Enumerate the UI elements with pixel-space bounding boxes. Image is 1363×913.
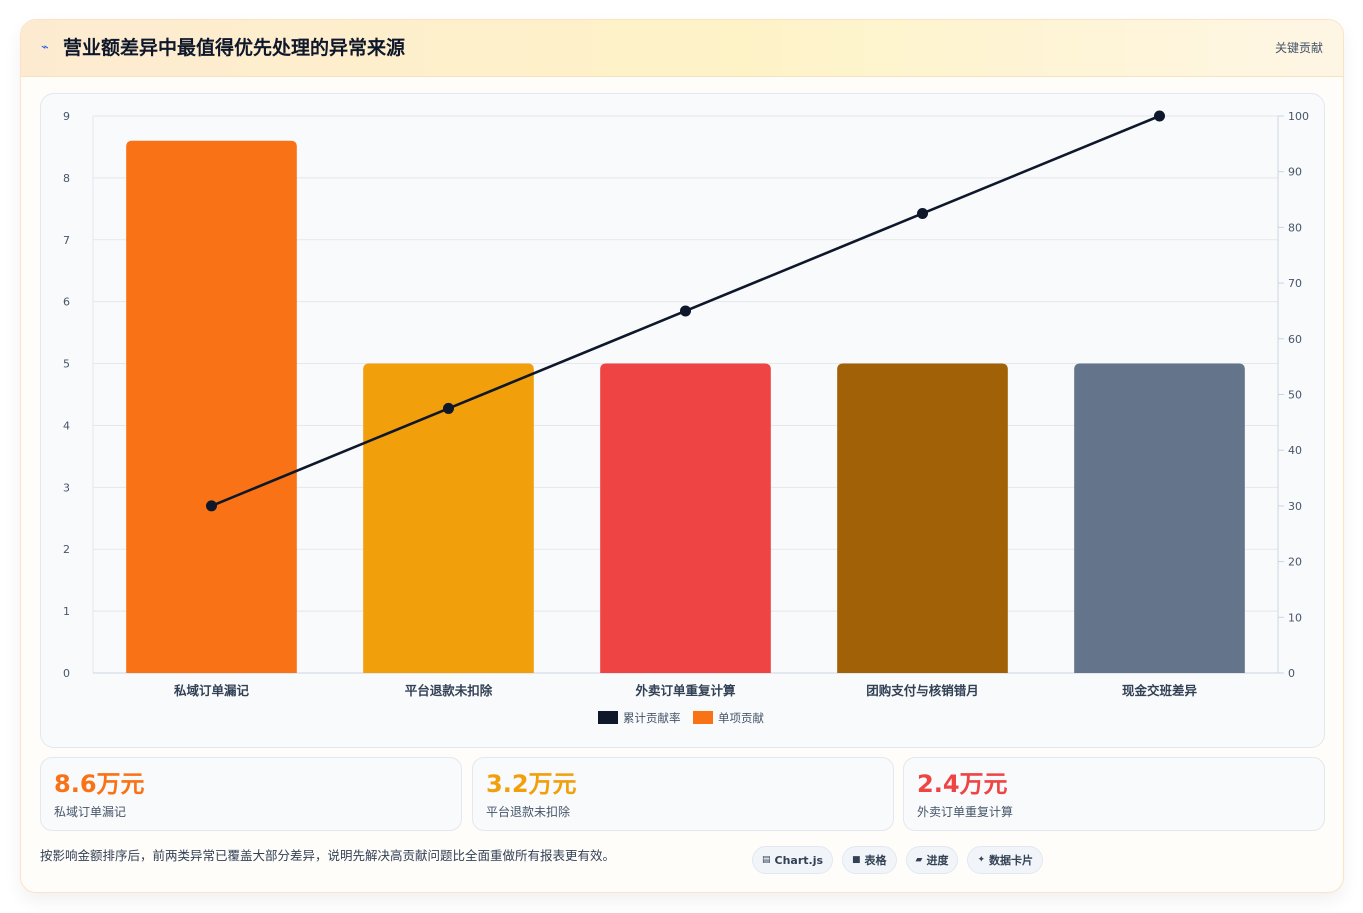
tag-chartjs[interactable]: ▤ Chart.js <box>752 846 834 874</box>
y-right-tick-label: 70 <box>1288 277 1302 290</box>
x-tick-label: 团购支付与核销错月 <box>866 683 979 698</box>
stat-card-2: 3.2万元 平台退款未扣除 <box>472 757 894 831</box>
line-point <box>680 305 691 317</box>
stat-label: 外卖订单重复计算 <box>917 805 1014 819</box>
footer-note: 按影响金额排序后，前两类异常已覆盖大部分差异，说明先解决高贡献问题比全面重做所有… <box>40 848 616 863</box>
y-left-tick-label: 0 <box>63 667 70 680</box>
legend-swatch <box>693 711 713 724</box>
x-tick-label: 平台退款未扣除 <box>405 683 493 698</box>
y-right-tick-label: 10 <box>1288 611 1302 624</box>
progress-icon: ▰ <box>915 855 923 865</box>
tag-data-card[interactable]: ✦ 数据卡片 <box>967 846 1044 874</box>
bar <box>126 140 297 673</box>
y-left-tick-label: 2 <box>63 543 70 556</box>
x-tick-label: 私域订单漏记 <box>173 683 250 698</box>
y-left-tick-label: 7 <box>63 234 70 247</box>
line-point <box>206 500 217 512</box>
y-left-tick-label: 1 <box>63 605 70 618</box>
tag-label: Chart.js <box>774 853 824 867</box>
stat-value: 8.6万元 <box>54 770 145 798</box>
line-point <box>1154 110 1165 122</box>
stat-value: 3.2万元 <box>486 770 577 798</box>
chart-panel: 0 1 2 3 4 5 6 7 8 9 0 10 20 30 40 50 60 70 80 90 100 私域订单漏记 平台… <box>40 93 1325 748</box>
y-right-tick-label: 80 <box>1288 221 1302 234</box>
y-left-tick-label: 8 <box>63 172 70 185</box>
tag-label: 进度 <box>926 854 949 867</box>
card-icon: ✦ <box>977 855 986 865</box>
legend-label: 单项贡献 <box>718 711 764 725</box>
y-right-tick-label: 0 <box>1288 667 1295 680</box>
tag-table[interactable]: ■ 表格 <box>842 846 897 874</box>
stat-card-1: 8.6万元 私域订单漏记 <box>40 757 462 831</box>
y-right-tick-label: 90 <box>1288 166 1302 179</box>
chart-title: 营业额差异中最值得优先处理的异常来源 <box>63 37 406 59</box>
bar <box>837 363 1008 673</box>
stat-card-3: 2.4万元 外卖订单重复计算 <box>903 757 1325 831</box>
y-right-tick-label: 40 <box>1288 444 1302 457</box>
y-left-tick-label: 5 <box>63 358 70 371</box>
bar <box>363 363 534 673</box>
y-left-tick-label: 3 <box>63 481 70 494</box>
y-right-tick-label: 50 <box>1288 389 1302 402</box>
line-point <box>917 207 928 219</box>
stat-label: 私域订单漏记 <box>54 805 127 819</box>
tag-list: ▤ Chart.js ■ 表格 ▰ 进度 ✦ 数据卡片 <box>752 846 1044 874</box>
line-point <box>443 402 454 414</box>
card-header: ⌁ 营业额差异中最值得优先处理的异常来源 关键贡献 <box>21 20 1343 77</box>
y-right-tick-label: 20 <box>1288 556 1302 569</box>
y-right-tick-label: 60 <box>1288 333 1302 346</box>
y-right-tick-label: 30 <box>1288 500 1302 513</box>
y-left-tick-label: 4 <box>63 419 70 432</box>
legend-label: 累计贡献率 <box>623 711 681 725</box>
lightning-icon: ⌁ <box>41 40 49 55</box>
tag-label: 数据卡片 <box>989 854 1034 867</box>
stat-value: 2.4万元 <box>917 770 1008 798</box>
tag-progress[interactable]: ▰ 进度 <box>905 846 959 874</box>
tag-label: 表格 <box>864 854 887 867</box>
bar <box>600 363 771 673</box>
x-tick-label: 外卖订单重复计算 <box>634 683 736 698</box>
y-left-tick-label: 9 <box>63 110 70 123</box>
x-tick-label: 现金交班差异 <box>1122 683 1198 698</box>
bar <box>1074 363 1245 673</box>
stat-label: 平台退款未扣除 <box>486 805 571 819</box>
chart-icon: ▤ <box>762 855 771 865</box>
header-badge: 关键贡献 <box>1274 41 1323 55</box>
y-left-tick-label: 6 <box>63 296 70 309</box>
chart-card: ⌁ 营业额差异中最值得优先处理的异常来源 关键贡献 0 1 2 3 4 5 6 7 8 9 0 10 2… <box>20 19 1344 893</box>
table-icon: ■ <box>852 855 861 865</box>
y-right-tick-label: 100 <box>1288 110 1309 123</box>
legend-swatch <box>598 711 618 724</box>
